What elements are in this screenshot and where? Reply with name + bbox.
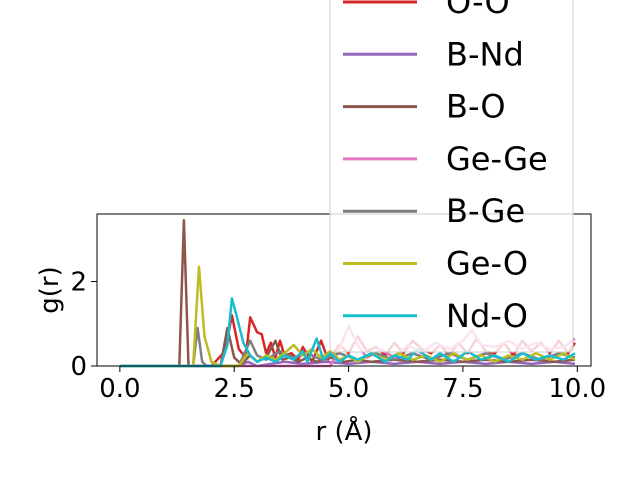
legend-label-o-o: O-O [446, 0, 510, 21]
legend-label-nd-o: Nd-O [446, 297, 528, 335]
x-tick-label: 2.5 [214, 374, 255, 404]
x-tick-label: 10.0 [548, 374, 606, 404]
y-axis-label: g(r) [35, 266, 65, 313]
x-tick-label: 0.0 [99, 374, 140, 404]
y-tick-label: 2 [70, 268, 87, 298]
legend-label-ge-ge: Ge-Ge [446, 140, 548, 178]
series-line-nd-o [119, 297, 576, 368]
y-tick-label: 0 [70, 352, 87, 382]
x-tick-label: 5.0 [328, 374, 369, 404]
legend: O-O B-Nd B-O Ge-Ge B-Ge Ge-O Nd-O [329, 0, 574, 353]
x-axis: 0.0 2.5 5.0 7.5 10.0 [99, 366, 606, 404]
legend-label-b-ge: B-Ge [446, 192, 525, 230]
x-axis-label: r (Å) [315, 415, 372, 447]
legend-label-b-nd: B-Nd [446, 35, 524, 73]
y-axis: 02 [70, 268, 97, 382]
legend-label-ge-o: Ge-O [446, 245, 528, 283]
legend-label-b-o: B-O [446, 88, 506, 126]
x-tick-label: 7.5 [442, 374, 483, 404]
